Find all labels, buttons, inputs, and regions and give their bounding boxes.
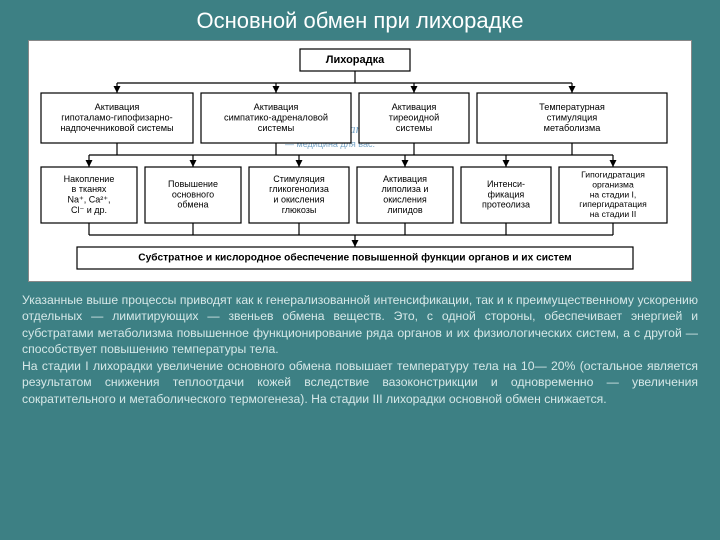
svg-text:обмена: обмена: [177, 200, 208, 210]
paragraph-2: На стадии I лихорадки увеличение основно…: [22, 358, 698, 407]
page-title: Основной обмен при лихорадке: [0, 0, 720, 40]
svg-text:и окисления: и окисления: [273, 195, 324, 205]
svg-text:Активация: Активация: [254, 102, 299, 112]
svg-text:симпатико-адреналовой: симпатико-адреналовой: [224, 112, 328, 122]
svg-text:Na⁺, Ca²⁺,: Na⁺, Ca²⁺,: [67, 195, 110, 205]
svg-text:липидов: липидов: [387, 205, 422, 215]
svg-text:основного: основного: [172, 189, 214, 199]
svg-text:метаболизма: метаболизма: [544, 123, 602, 133]
svg-text:Гипогидратация: Гипогидратация: [581, 169, 645, 179]
svg-text:системы: системы: [258, 123, 294, 133]
svg-text:Активация: Активация: [392, 102, 437, 112]
svg-text:Повышение: Повышение: [168, 179, 218, 189]
svg-text:в тканях: в тканях: [72, 184, 107, 194]
svg-text:Интенси-: Интенси-: [487, 179, 525, 189]
svg-text:гликогенолиза: гликогенолиза: [269, 184, 329, 194]
svg-text:гипергидратация: гипергидратация: [579, 199, 647, 209]
svg-text:организма: организма: [592, 179, 634, 189]
description-text: Указанные выше процессы приводят как к г…: [0, 282, 720, 407]
svg-text:тиреоидной: тиреоидной: [389, 112, 439, 122]
svg-text:Активация: Активация: [383, 174, 427, 184]
svg-text:гипоталамо-гипофизарно-: гипоталамо-гипофизарно-: [61, 112, 172, 122]
svg-text:Стимуляция: Стимуляция: [273, 174, 325, 184]
svg-text:Температурная: Температурная: [539, 102, 605, 112]
svg-text:стимуляция: стимуляция: [547, 112, 597, 122]
svg-text:Накопление: Накопление: [64, 174, 115, 184]
svg-text:Активация: Активация: [95, 102, 140, 112]
flowchart-svg: MedicalPlanet.su— медицина для вас.Лихор…: [35, 47, 675, 275]
diagram-container: MedicalPlanet.su— медицина для вас.Лихор…: [28, 40, 692, 282]
svg-text:Лихорадка: Лихорадка: [326, 54, 385, 66]
svg-text:Cl⁻ и др.: Cl⁻ и др.: [71, 205, 107, 215]
svg-text:надпочечниковой системы: надпочечниковой системы: [60, 123, 173, 133]
svg-text:Субстратное и кислородное обес: Субстратное и кислородное обеспечение по…: [138, 252, 571, 264]
svg-text:окисления: окисления: [383, 195, 427, 205]
svg-text:протеолиза: протеолиза: [482, 200, 530, 210]
svg-text:на стадии I,: на стадии I,: [590, 189, 637, 199]
paragraph-1: Указанные выше процессы приводят как к г…: [22, 292, 698, 358]
svg-text:на стадии II: на стадии II: [590, 209, 637, 219]
svg-text:глюкозы: глюкозы: [282, 205, 317, 215]
svg-text:системы: системы: [396, 123, 432, 133]
svg-text:фикация: фикация: [488, 189, 525, 199]
svg-text:липолиза и: липолиза и: [382, 184, 429, 194]
